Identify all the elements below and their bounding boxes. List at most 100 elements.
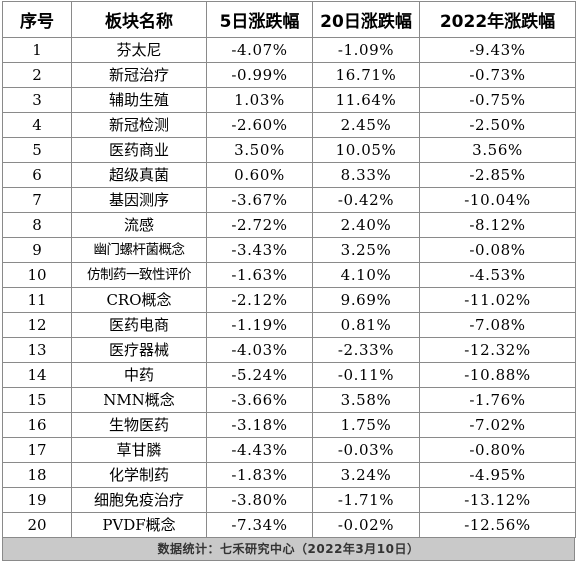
cell-2022-change: -8.12% [419, 212, 576, 238]
cell-sector-name: NMN概念 [71, 387, 207, 413]
cell-index: 10 [2, 262, 72, 288]
cell-5day-change: -3.18% [206, 412, 313, 438]
cell-5day-change: -2.72% [206, 212, 313, 238]
cell-sector-name: PVDF概念 [71, 512, 207, 538]
cell-sector-name: 辅助生殖 [71, 87, 207, 113]
table-row: 7 基因测序 -3.67% -0.42% -10.04% [2, 187, 576, 213]
cell-5day-change: -1.83% [206, 462, 313, 488]
header-index: 序号 [2, 1, 72, 38]
table-body: 1 芬太尼 -4.07% -1.09% -9.43% 2 新冠治疗 -0.99% 16.71% -… [2, 37, 576, 538]
table-row: 9 幽门螺杆菌概念 -3.43% 3.25% -0.08% [2, 237, 576, 263]
cell-sector-name: 基因测序 [71, 187, 207, 213]
cell-20day-change: -0.11% [312, 362, 420, 388]
cell-index: 13 [2, 337, 72, 363]
sector-performance-table: 序号 板块名称 5日涨跌幅 20日涨跌幅 2022年涨跌幅 1 芬太尼 -4.07%… [2, 1, 576, 538]
cell-5day-change: -7.34% [206, 512, 313, 538]
cell-5day-change: -1.63% [206, 262, 313, 288]
cell-sector-name: 幽门螺杆菌概念 [71, 237, 207, 263]
cell-20day-change: -1.09% [312, 37, 420, 63]
header-20day-change: 20日涨跌幅 [312, 1, 420, 38]
cell-20day-change: 2.45% [312, 112, 420, 138]
source-footer: 数据统计：七禾研究中心（2022年3月10日） [2, 538, 575, 561]
cell-20day-change: -0.02% [312, 512, 420, 538]
table-row: 8 流感 -2.72% 2.40% -8.12% [2, 212, 576, 238]
cell-sector-name: 医药商业 [71, 137, 207, 163]
cell-5day-change: 3.50% [206, 137, 313, 163]
cell-2022-change: -12.56% [419, 512, 576, 538]
table-row: 20 PVDF概念 -7.34% -0.02% -12.56% [2, 512, 576, 538]
cell-index: 4 [2, 112, 72, 138]
header-row: 序号 板块名称 5日涨跌幅 20日涨跌幅 2022年涨跌幅 [2, 1, 576, 38]
cell-index: 11 [2, 287, 72, 313]
cell-5day-change: -2.12% [206, 287, 313, 313]
cell-2022-change: -9.43% [419, 37, 576, 63]
table-row: 13 医疗器械 -4.03% -2.33% -12.32% [2, 337, 576, 363]
table-row: 15 NMN概念 -3.66% 3.58% -1.76% [2, 387, 576, 413]
cell-5day-change: -4.03% [206, 337, 313, 363]
cell-2022-change: -4.95% [419, 462, 576, 488]
header-5day-change: 5日涨跌幅 [206, 1, 313, 38]
table-row: 3 辅助生殖 1.03% 11.64% -0.75% [2, 87, 576, 113]
cell-5day-change: -3.43% [206, 237, 313, 263]
cell-20day-change: -0.42% [312, 187, 420, 213]
table-row: 16 生物医药 -3.18% 1.75% -7.02% [2, 412, 576, 438]
cell-2022-change: -1.76% [419, 387, 576, 413]
cell-5day-change: -3.66% [206, 387, 313, 413]
cell-index: 6 [2, 162, 72, 188]
header-2022-change: 2022年涨跌幅 [419, 1, 576, 38]
cell-index: 2 [2, 62, 72, 88]
cell-5day-change: -4.07% [206, 37, 313, 63]
cell-index: 18 [2, 462, 72, 488]
cell-sector-name: 仿制药一致性评价 [71, 262, 207, 288]
cell-index: 1 [2, 37, 72, 63]
table-row: 2 新冠治疗 -0.99% 16.71% -0.73% [2, 62, 576, 88]
cell-5day-change: 0.60% [206, 162, 313, 188]
cell-5day-change: -5.24% [206, 362, 313, 388]
cell-5day-change: -1.19% [206, 312, 313, 338]
cell-sector-name: 医疗器械 [71, 337, 207, 363]
table-row: 18 化学制药 -1.83% 3.24% -4.95% [2, 462, 576, 488]
cell-sector-name: 流感 [71, 212, 207, 238]
cell-2022-change: 3.56% [419, 137, 576, 163]
cell-2022-change: -7.02% [419, 412, 576, 438]
table-row: 5 医药商业 3.50% 10.05% 3.56% [2, 137, 576, 163]
cell-sector-name: 芬太尼 [71, 37, 207, 63]
cell-sector-name: 新冠治疗 [71, 62, 207, 88]
table-row: 10 仿制药一致性评价 -1.63% 4.10% -4.53% [2, 262, 576, 288]
cell-2022-change: -4.53% [419, 262, 576, 288]
cell-index: 5 [2, 137, 72, 163]
cell-2022-change: -0.75% [419, 87, 576, 113]
cell-2022-change: -2.50% [419, 112, 576, 138]
cell-20day-change: 11.64% [312, 87, 420, 113]
cell-index: 15 [2, 387, 72, 413]
cell-2022-change: -11.02% [419, 287, 576, 313]
cell-sector-name: 超级真菌 [71, 162, 207, 188]
cell-index: 14 [2, 362, 72, 388]
cell-index: 19 [2, 487, 72, 513]
cell-20day-change: 2.40% [312, 212, 420, 238]
cell-20day-change: 10.05% [312, 137, 420, 163]
table-row: 11 CRO概念 -2.12% 9.69% -11.02% [2, 287, 576, 313]
cell-sector-name: 生物医药 [71, 412, 207, 438]
cell-20day-change: 3.25% [312, 237, 420, 263]
cell-5day-change: -2.60% [206, 112, 313, 138]
cell-sector-name: 细胞免疫治疗 [71, 487, 207, 513]
cell-2022-change: -0.73% [419, 62, 576, 88]
cell-index: 3 [2, 87, 72, 113]
cell-20day-change: 3.58% [312, 387, 420, 413]
header-sector-name: 板块名称 [71, 1, 207, 38]
cell-index: 8 [2, 212, 72, 238]
cell-2022-change: -2.85% [419, 162, 576, 188]
table-row: 12 医药电商 -1.19% 0.81% -7.08% [2, 312, 576, 338]
cell-20day-change: 3.24% [312, 462, 420, 488]
cell-20day-change: -1.71% [312, 487, 420, 513]
cell-sector-name: 新冠检测 [71, 112, 207, 138]
cell-2022-change: -13.12% [419, 487, 576, 513]
cell-5day-change: -3.67% [206, 187, 313, 213]
cell-sector-name: 中药 [71, 362, 207, 388]
table-row: 4 新冠检测 -2.60% 2.45% -2.50% [2, 112, 576, 138]
table-row: 19 细胞免疫治疗 -3.80% -1.71% -13.12% [2, 487, 576, 513]
cell-20day-change: 9.69% [312, 287, 420, 313]
cell-2022-change: -7.08% [419, 312, 576, 338]
